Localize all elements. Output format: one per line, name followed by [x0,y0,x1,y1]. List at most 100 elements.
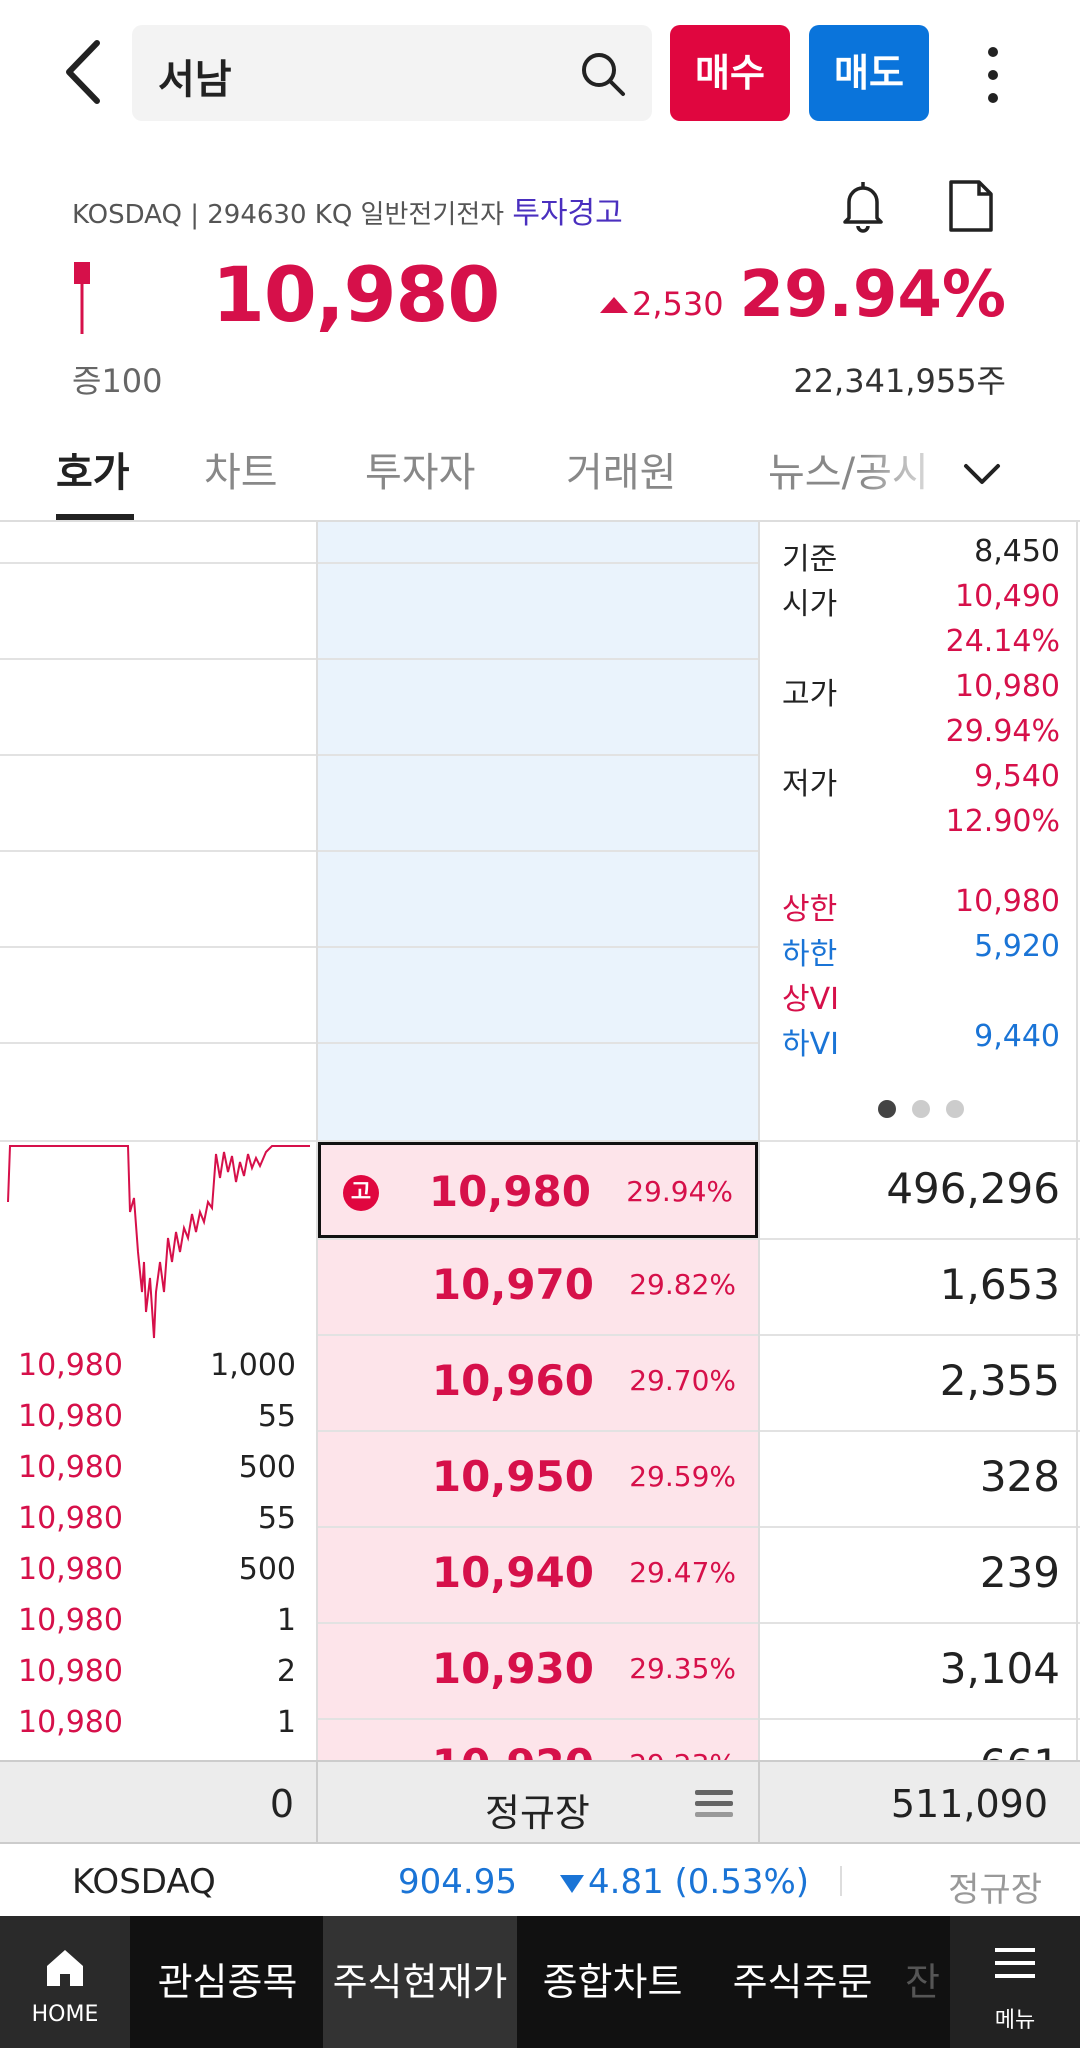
bid-quantity[interactable]: 1,653 [760,1238,1060,1334]
trade-row: 10,980 1 [18,1699,296,1750]
bid-price: 10,970 [431,1260,594,1309]
bid-row[interactable]: 10,950 29.59% [318,1430,758,1526]
list-menu-icon[interactable] [695,1788,733,1820]
row-divider [0,1140,1080,1142]
up-arrow-icon [600,297,628,313]
chevron-down-icon[interactable] [960,452,1004,496]
trade-price: 10,980 [18,1450,123,1485]
trade-price: 10,980 [18,1552,123,1587]
summary-high: 고가 10,980 [782,669,1060,712]
column-divider [316,1762,318,1846]
bid-quantity-value: 3,104 [939,1644,1060,1693]
menu-button[interactable]: 메뉴 [950,1916,1080,2048]
bid-row[interactable]: 10,920 29.23% [318,1718,758,1760]
market-name: KOSDAQ [72,200,182,230]
index-name: KOSDAQ [72,1862,216,1902]
summary-high-pct: 29.94% [782,714,1060,754]
bid-price: 10,980 [428,1167,591,1216]
bid-quantity[interactable]: 239 [760,1526,1060,1622]
tab-chart[interactable]: 차트 [204,450,278,496]
row-divider [0,562,758,564]
bid-row[interactable]: 10,970 29.82% [318,1238,758,1334]
investment-warning-badge[interactable]: 투자경고 [512,196,623,231]
buy-button[interactable]: 매수 [670,25,790,121]
divider [840,1866,842,1896]
bid-row[interactable]: 10,960 29.70% [318,1334,758,1430]
trade-row: 10,980 500 [18,1546,296,1597]
order-book: 기준 8,450 시가 10,490 24.14% 고가 10,980 29.9… [0,522,1080,1760]
page-indicator[interactable] [870,1100,972,1122]
bid-row[interactable]: 10,940 29.47% [318,1526,758,1622]
document-icon[interactable] [945,178,997,234]
tab-investor[interactable]: 투자자 [365,450,476,496]
page-dot[interactable] [912,1100,930,1118]
tab-active-indicator [56,514,134,520]
more-options-icon[interactable] [978,40,1008,110]
summary-open-pct: 24.14% [782,624,1060,664]
stock-code: 294630 KQ 일반전기전자 [207,200,505,230]
back-icon[interactable] [55,35,115,110]
nav-watchlist[interactable]: 관심종목 [157,1960,298,2004]
summary-upper-vi-label: 상VI [782,982,839,1017]
page-dot[interactable] [946,1100,964,1118]
trade-row: 10,980 1 [18,1597,296,1648]
summary-upper-limit-label: 상한 [782,892,838,927]
bid-quantity[interactable]: 3,104 [760,1622,1060,1718]
summary-open-value: 10,490 [955,579,1060,614]
nav-current-price[interactable]: 주식현재가 [323,1916,517,2048]
summary-lower-limit-label: 하한 [782,937,838,972]
index-value: 904.95 [398,1862,517,1902]
trade-qty: 55 [257,1501,296,1536]
index-change: 4.81 (0.53%) [560,1862,809,1902]
nav-more-partial[interactable]: 잔 [905,1960,940,2004]
nav-chart[interactable]: 종합차트 [542,1960,683,2004]
row-divider [318,1622,1080,1624]
bid-price: 10,930 [431,1644,594,1693]
search-input[interactable]: 서남 [132,25,652,121]
bid-quantity[interactable]: 328 [760,1430,1060,1526]
price-change-value: 2,530 [632,285,724,323]
high-price-badge: 고 [343,1175,379,1211]
summary-low-value: 9,540 [974,759,1060,794]
trade-price: 10,980 [18,1654,123,1689]
tab-fade [860,430,960,518]
session-label: 정규장 [485,1791,590,1835]
price-summary-panel[interactable]: 기준 8,450 시가 10,490 24.14% 고가 10,980 29.9… [760,522,1080,1142]
tab-order-book[interactable]: 호가 [56,450,130,496]
summary-upper-vi: 상VI [782,974,1060,1017]
trade-qty: 500 [238,1552,296,1587]
nav-order[interactable]: 주식주문 [732,1960,873,2004]
candle-icon [74,262,90,334]
bid-quantity[interactable]: 2,355 [760,1334,1060,1430]
tab-broker[interactable]: 거래원 [566,450,677,496]
bid-percent: 29.23% [629,1748,736,1760]
row-divider [318,1526,1080,1528]
bid-quantity[interactable]: 661 [760,1718,1060,1760]
bid-quantity-value: 239 [979,1548,1060,1597]
home-button[interactable]: HOME [0,1916,130,2048]
column-divider [758,522,760,1760]
bid-percent: 29.59% [629,1460,736,1493]
divider: | [190,200,208,230]
bid-price: 10,920 [432,1740,594,1760]
bid-quantity[interactable]: 496,296 [760,1142,1060,1238]
summary-lower-vi: 하VI 9,440 [782,1019,1060,1062]
bid-row[interactable]: 고 10,980 29.94% [318,1142,758,1238]
tab-bar: 호가 차트 투자자 거래원 뉴스/공시 [0,430,1080,522]
market-index-bar[interactable]: KOSDAQ 904.95 4.81 (0.53%) 정규장 [0,1844,1080,1916]
bid-total: 511,090 [890,1782,1048,1826]
order-totals-bar: 0 정규장 511,090 [0,1760,1080,1846]
summary-high-label: 고가 [782,677,838,712]
sell-button[interactable]: 매도 [809,25,929,121]
summary-lower-vi-label: 하VI [782,1027,839,1062]
bid-percent: 29.35% [629,1652,736,1685]
trade-row: 10,980 55 [18,1393,296,1444]
bid-row[interactable]: 10,930 29.35% [318,1622,758,1718]
page-dot[interactable] [878,1100,896,1118]
summary-low-pct: 12.90% [782,804,1060,844]
bottom-navigation: HOME 관심종목 주식현재가 종합차트 주식주문 잔 메뉴 [0,1916,1080,2048]
bell-icon[interactable] [835,178,891,234]
search-icon[interactable] [580,51,626,97]
search-query[interactable]: 서남 [158,57,232,103]
bid-price: 10,960 [431,1356,594,1405]
